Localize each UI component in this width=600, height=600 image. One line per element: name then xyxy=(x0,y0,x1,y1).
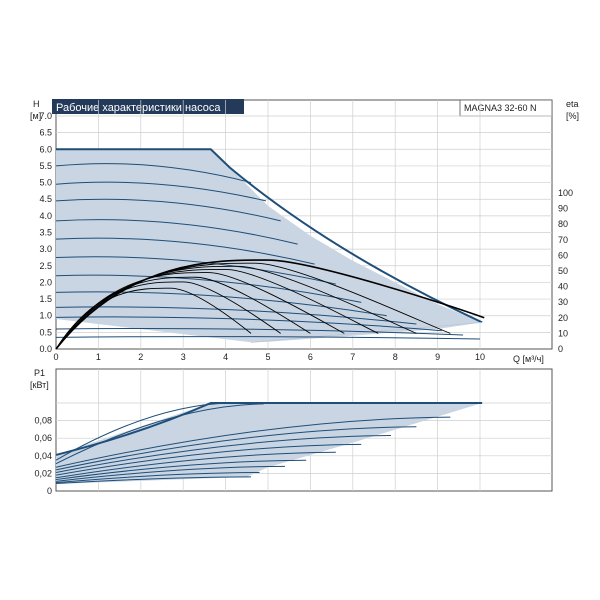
y-tick-label: 6.5 xyxy=(39,128,52,138)
y2-tick-label: 60 xyxy=(558,250,568,260)
power-curve-3 xyxy=(55,416,451,468)
y2-tick-label: 70 xyxy=(558,235,568,245)
head-curve-10 xyxy=(55,327,464,336)
y2-tick-label: 80 xyxy=(558,219,568,229)
head-curve-2 xyxy=(55,198,281,222)
y-axis-label: H xyxy=(33,99,40,109)
y2-tick-label: 90 xyxy=(558,204,568,214)
power-curve-9 xyxy=(55,465,285,482)
y2-axis-label: eta xyxy=(566,99,579,109)
x-tick-label: 6 xyxy=(308,352,313,362)
x-tick-label: 7 xyxy=(350,352,355,362)
power-curve-2 xyxy=(55,403,264,465)
y-tick-label: 4.5 xyxy=(39,194,52,204)
power-curve-8 xyxy=(55,459,307,481)
max-power-curve xyxy=(55,402,483,456)
y-tick-label: 0.0 xyxy=(39,344,52,354)
head-curve-5 xyxy=(55,256,336,285)
x-tick-label: 10 xyxy=(475,352,485,362)
power-curve-11 xyxy=(55,476,252,485)
operating-area-fill xyxy=(56,149,483,343)
y-tick-label: 1.5 xyxy=(39,294,52,304)
head-curve-1 xyxy=(55,181,266,202)
title-box xyxy=(52,99,244,114)
y-tick-label: 5.0 xyxy=(39,178,52,188)
x-tick-label: 3 xyxy=(181,352,186,362)
min-boundary xyxy=(251,321,483,343)
eta-curve-6 xyxy=(55,281,281,350)
y2-tick-label: 0 xyxy=(558,344,563,354)
x-axis-label: Q [м³/ч] xyxy=(513,354,544,364)
y-tick-label: 1.0 xyxy=(39,311,52,321)
chart-title: Рабочие характеристики насоса xyxy=(56,102,221,114)
y2-tick-label: 30 xyxy=(558,297,568,307)
y2-tick-label: 20 xyxy=(558,313,568,323)
head-curve-9 xyxy=(55,316,442,332)
x-tick-label: 4 xyxy=(223,352,228,362)
model-label: MAGNA3 32-60 N xyxy=(464,103,537,113)
head-curve-0 xyxy=(55,163,252,184)
x-tick-label: 2 xyxy=(138,352,143,362)
head-curve-7 xyxy=(55,291,387,317)
p1-tick-label: 0 xyxy=(47,486,52,496)
y-tick-label: 4.0 xyxy=(39,211,52,221)
head-curve-11 xyxy=(55,336,481,340)
y2-tick-label: 100 xyxy=(558,188,573,198)
p1-axis-label: P1 xyxy=(34,368,45,378)
head-curve-8 xyxy=(55,306,417,325)
y-tick-label: 0.5 xyxy=(39,327,52,337)
y2-tick-label: 50 xyxy=(558,266,568,276)
y-tick-label: 2.0 xyxy=(39,277,52,287)
x-tick-label: 5 xyxy=(265,352,270,362)
y-axis-unit: [м] xyxy=(30,111,41,121)
y-tick-label: 5.5 xyxy=(39,161,52,171)
power-curve-10 xyxy=(55,472,260,484)
power-curve-7 xyxy=(55,451,336,479)
y2-axis-unit: [%] xyxy=(566,111,579,121)
lower-plot-frame xyxy=(55,368,553,492)
y-tick-label: 3.0 xyxy=(39,244,52,254)
y-tick-label: 7.0 xyxy=(39,111,52,121)
x-tick-label: 9 xyxy=(435,352,440,362)
y2-tick-label: 10 xyxy=(558,328,568,338)
p1-axis-unit: [кВт] xyxy=(30,380,49,390)
head-curve-4 xyxy=(55,237,315,265)
x-tick-label: 8 xyxy=(393,352,398,362)
y-tick-label: 2.5 xyxy=(39,261,52,271)
y2-tick-label: 40 xyxy=(558,282,568,292)
y-tick-label: 6.0 xyxy=(39,144,52,154)
p1-tick-label: 0,04 xyxy=(34,451,52,461)
p1-tick-label: 0,02 xyxy=(34,468,52,478)
head-curve-3 xyxy=(55,219,298,245)
power-curve-4 xyxy=(55,426,417,471)
head-curve-6 xyxy=(55,274,362,303)
p1-tick-label: 0,06 xyxy=(34,433,52,443)
p1-tick-label: 0,08 xyxy=(34,416,52,426)
x-tick-label: 1 xyxy=(96,352,101,362)
max-head-curve xyxy=(56,148,483,324)
y-tick-label: 3.5 xyxy=(39,228,52,238)
x-tick-label: 0 xyxy=(53,352,58,362)
eta-curve-7 xyxy=(55,287,252,350)
power-curve-5 xyxy=(55,435,391,474)
power-curve-1 xyxy=(55,402,230,461)
power-curve-6 xyxy=(55,443,362,476)
